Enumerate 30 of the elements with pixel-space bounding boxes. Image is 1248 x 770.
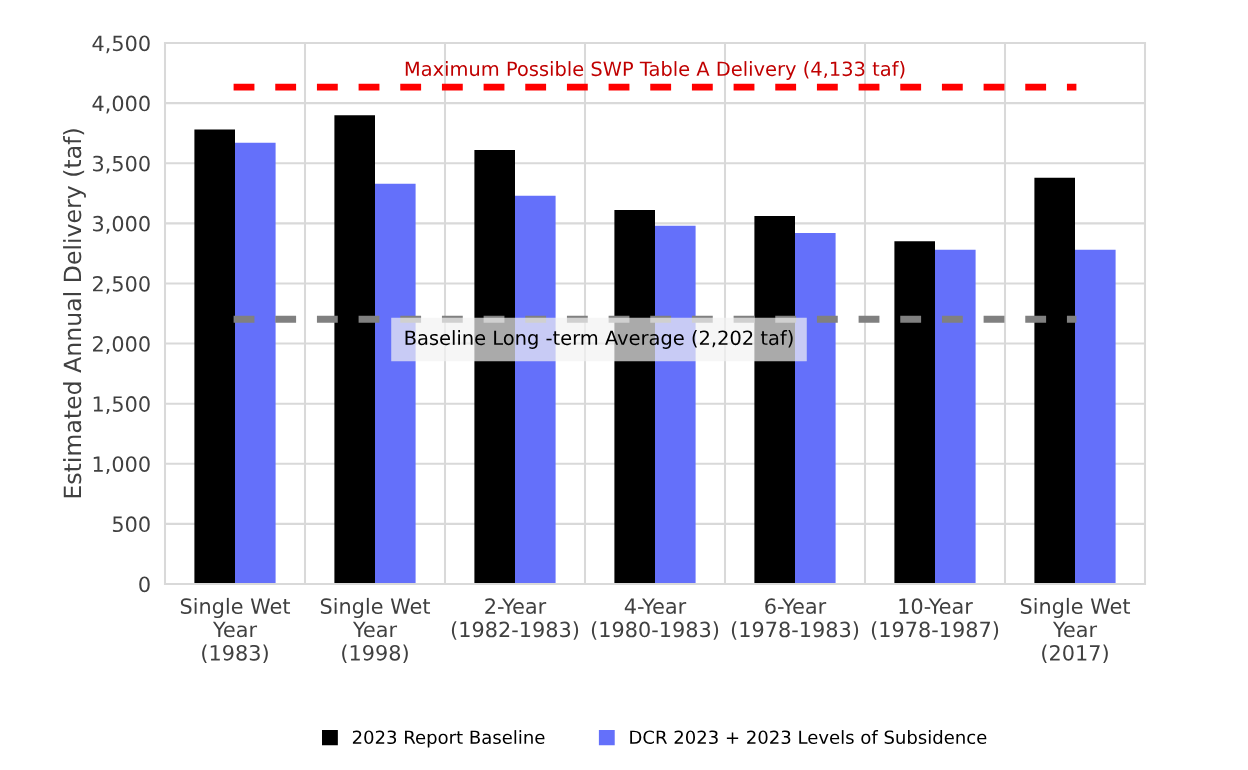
y-tick-label: 500 [112, 516, 150, 533]
bar [935, 249, 976, 584]
bar [194, 129, 235, 584]
x-tick-label: Single Wet Year (1983) [180, 597, 291, 664]
bar [235, 142, 276, 584]
x-tick-label: Single Wet Year (2017) [1020, 597, 1131, 664]
x-tick-label: 10-Year (1978-1987) [871, 598, 999, 640]
legend-label: DCR 2023 + 2023 Levels of Subsidence [630, 730, 987, 745]
y-tick-label: 1,500 [93, 396, 150, 414]
y-tick-label: 0 [139, 576, 150, 593]
bar [1075, 249, 1116, 584]
y-tick-label: 2,000 [93, 336, 150, 354]
legend-label: 2023 Report Baseline [352, 730, 545, 748]
ref-line-label: Maximum Possible SWP Table A Delivery (4,133 taf) [405, 61, 905, 80]
y-axis-title: Estimated Annual Delivery (taf) [63, 129, 86, 498]
y-tick-label: 3,000 [93, 215, 150, 234]
x-tick-label: 6-Year (1978-1983) [731, 598, 859, 640]
y-tick-label: 4,000 [92, 95, 150, 114]
bar [894, 241, 935, 584]
x-tick-label: Single Wet Year (1998) [320, 597, 431, 664]
y-tick-label: 3,500 [93, 155, 150, 174]
bar [1034, 177, 1075, 584]
bar [795, 232, 836, 584]
ref-line-label: Baseline Long -term Average (2,202 taf) [405, 330, 793, 349]
y-tick-label: 1,000 [93, 456, 150, 475]
y-tick-label: 2,500 [93, 275, 150, 294]
bar [334, 115, 375, 584]
x-tick-label: 4-Year (1980-1983) [591, 598, 719, 640]
x-tick-label: 2-Year (1982-1983) [451, 598, 579, 640]
y-tick-label: 4,500 [92, 35, 150, 54]
